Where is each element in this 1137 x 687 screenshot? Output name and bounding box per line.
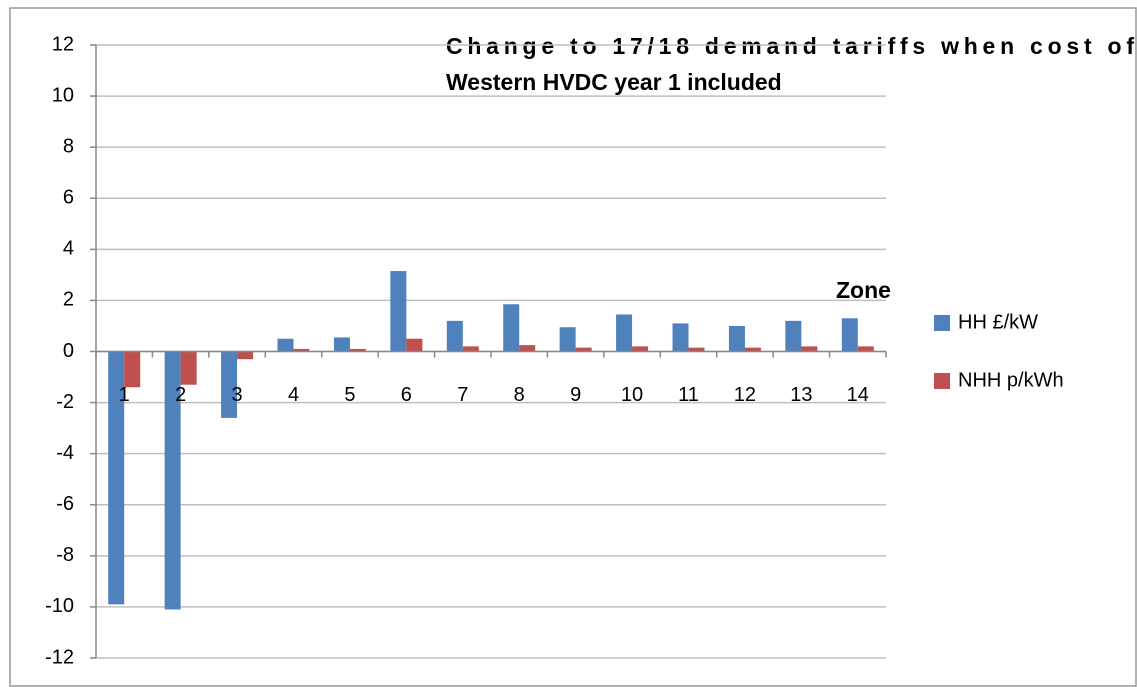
bar bbox=[503, 304, 520, 352]
bar bbox=[237, 351, 254, 360]
bar bbox=[446, 320, 463, 352]
x-tick-label: 8 bbox=[514, 384, 525, 406]
chart-title: Western HVDC year 1 included bbox=[446, 69, 782, 95]
y-tick-label: 2 bbox=[63, 289, 74, 311]
x-axis-label: Zone bbox=[836, 277, 891, 303]
legend-swatch bbox=[934, 373, 950, 389]
bar bbox=[349, 348, 366, 352]
bar bbox=[277, 338, 294, 352]
y-tick-label: -4 bbox=[56, 442, 74, 464]
bar bbox=[164, 351, 181, 610]
bar bbox=[293, 348, 310, 352]
bar bbox=[785, 320, 802, 352]
bar bbox=[801, 346, 818, 352]
x-tick-label: 2 bbox=[175, 384, 186, 406]
bar bbox=[390, 271, 407, 352]
x-tick-label: 13 bbox=[790, 384, 812, 406]
bar bbox=[575, 347, 592, 352]
y-tick-label: 8 bbox=[63, 135, 74, 157]
x-tick-label: 4 bbox=[288, 384, 299, 406]
bar bbox=[857, 346, 874, 352]
y-tick-label: 12 bbox=[52, 33, 74, 55]
y-tick-label: -2 bbox=[56, 391, 74, 413]
y-tick-label: -10 bbox=[45, 595, 74, 617]
y-tick-label: -8 bbox=[56, 544, 74, 566]
y-tick-label: 0 bbox=[63, 340, 74, 362]
bar bbox=[108, 351, 125, 605]
bar bbox=[519, 345, 536, 352]
x-tick-label: 7 bbox=[457, 384, 468, 406]
x-tick-label: 1 bbox=[119, 384, 130, 406]
x-tick-label: 14 bbox=[847, 384, 869, 406]
y-tick-label: 6 bbox=[63, 187, 74, 209]
bar bbox=[672, 323, 689, 352]
bar bbox=[632, 346, 649, 352]
x-tick-label: 11 bbox=[678, 384, 699, 406]
x-tick-label: 5 bbox=[344, 384, 355, 406]
bar bbox=[616, 314, 633, 352]
bar bbox=[462, 346, 479, 352]
x-tick-label: 9 bbox=[570, 384, 581, 406]
chart-border bbox=[9, 7, 1137, 687]
x-tick-label: 12 bbox=[734, 384, 756, 406]
bar bbox=[221, 351, 238, 418]
x-tick-label: 6 bbox=[401, 384, 412, 406]
legend-label: NHH p/kWh bbox=[958, 369, 1064, 391]
y-tick-label: 4 bbox=[63, 238, 74, 260]
bar bbox=[559, 327, 576, 352]
legend-label: HH £/kW bbox=[958, 311, 1038, 333]
chart-title: Change to 17/18 demand tariffs when cost… bbox=[446, 33, 1134, 59]
x-tick-label: 3 bbox=[232, 384, 243, 406]
bar bbox=[728, 325, 745, 352]
bar bbox=[406, 338, 423, 352]
bar bbox=[333, 337, 350, 352]
y-tick-label: -12 bbox=[45, 646, 74, 668]
legend-swatch bbox=[934, 315, 950, 331]
bar bbox=[124, 351, 141, 388]
x-tick-label: 10 bbox=[621, 384, 643, 406]
bar bbox=[841, 318, 858, 352]
y-tick-label: 10 bbox=[52, 84, 74, 106]
bar bbox=[744, 347, 761, 352]
bar bbox=[688, 347, 705, 352]
bar bbox=[180, 351, 197, 385]
y-tick-label: -6 bbox=[56, 493, 74, 515]
